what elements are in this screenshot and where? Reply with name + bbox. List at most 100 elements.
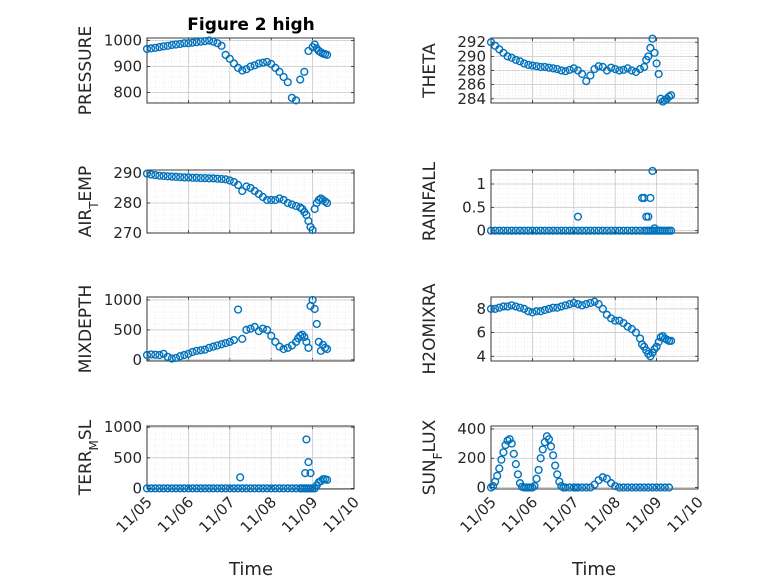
data-point <box>171 40 181 49</box>
data-point <box>184 484 193 493</box>
data-point <box>271 484 280 493</box>
x-tick-label: 11/06 <box>154 493 197 536</box>
data-point <box>569 64 578 73</box>
data-point <box>262 195 272 205</box>
data-point <box>611 226 620 235</box>
data-point <box>142 484 152 493</box>
y-tick-label: 1000 <box>104 418 142 436</box>
data-point <box>511 302 520 311</box>
data-point <box>291 96 301 105</box>
data-point <box>553 470 562 479</box>
data-point <box>650 345 659 354</box>
data-point <box>520 226 529 235</box>
data-point <box>246 62 255 71</box>
data-point <box>171 353 181 363</box>
data-point <box>209 342 218 351</box>
y-tick-label: 200 <box>457 449 486 467</box>
data-point <box>217 340 226 349</box>
x-axis-label-left: Time <box>228 559 273 580</box>
data-point <box>532 474 541 483</box>
data-point <box>238 186 247 196</box>
data-point <box>229 335 239 345</box>
data-point <box>167 40 176 50</box>
data-point <box>505 435 514 444</box>
y-tick-label: 0 <box>132 479 142 497</box>
data-point <box>205 484 214 493</box>
data-point <box>631 483 641 492</box>
data-point <box>233 484 243 493</box>
data-point <box>151 171 160 180</box>
data-point <box>312 319 321 329</box>
data-point <box>555 477 564 486</box>
data-point <box>623 322 632 331</box>
data-point <box>238 484 247 493</box>
y-tick-label: 900 <box>113 58 142 76</box>
data-point <box>650 48 659 57</box>
data-point <box>163 41 172 50</box>
data-point <box>586 298 595 308</box>
data-point <box>623 64 632 73</box>
data-point <box>631 226 641 235</box>
data-point <box>644 349 653 358</box>
data-point <box>654 337 663 347</box>
data-point <box>279 72 288 82</box>
data-point <box>246 324 255 333</box>
data-point <box>652 342 661 351</box>
data-point <box>287 200 297 209</box>
data-point <box>491 304 500 313</box>
data-point <box>511 459 520 469</box>
data-point <box>163 484 172 493</box>
data-point <box>287 93 297 102</box>
data-point <box>322 475 332 484</box>
data-point <box>176 39 185 49</box>
data-point <box>147 350 156 359</box>
data-point <box>573 226 583 235</box>
y-tick-label: 286 <box>457 76 486 94</box>
data-point <box>644 52 653 61</box>
data-point <box>536 307 545 316</box>
data-point <box>602 474 612 483</box>
data-point <box>577 483 587 492</box>
data-point <box>627 226 636 235</box>
data-point <box>631 328 641 337</box>
data-point <box>275 342 284 351</box>
data-point <box>553 64 562 74</box>
data-point <box>544 304 554 313</box>
axes-box <box>146 37 355 104</box>
data-point <box>262 325 272 334</box>
data-point <box>196 174 205 183</box>
panel-mixdepth: 0 500 1000 MIXDEPTH <box>76 285 355 373</box>
data-point <box>238 334 247 343</box>
data-point <box>611 64 620 74</box>
data-point <box>188 38 197 47</box>
data-point <box>225 337 234 346</box>
data-point <box>503 226 512 235</box>
data-point <box>619 483 628 492</box>
data-point <box>652 59 661 68</box>
data-point <box>528 308 537 317</box>
data-point <box>254 326 263 336</box>
data-point <box>590 297 599 306</box>
data-point <box>279 484 288 493</box>
data-point <box>590 480 599 489</box>
data-point <box>209 37 218 46</box>
data-point <box>142 350 152 360</box>
data-point <box>573 483 583 492</box>
data-point <box>271 337 280 346</box>
data-point <box>615 316 624 325</box>
data-point <box>167 172 176 181</box>
data-point <box>598 226 607 235</box>
data-point <box>666 91 676 100</box>
data-point <box>544 435 554 444</box>
data-point <box>258 58 268 67</box>
data-point <box>188 347 197 357</box>
data-point <box>271 195 280 205</box>
data-point <box>238 66 247 75</box>
data-point <box>283 198 292 208</box>
data-point <box>511 226 520 235</box>
data-point <box>577 69 587 79</box>
y-axis-label: TERRMSL <box>76 419 101 496</box>
data-point <box>221 50 230 60</box>
y-tick-label: 290 <box>457 47 486 65</box>
